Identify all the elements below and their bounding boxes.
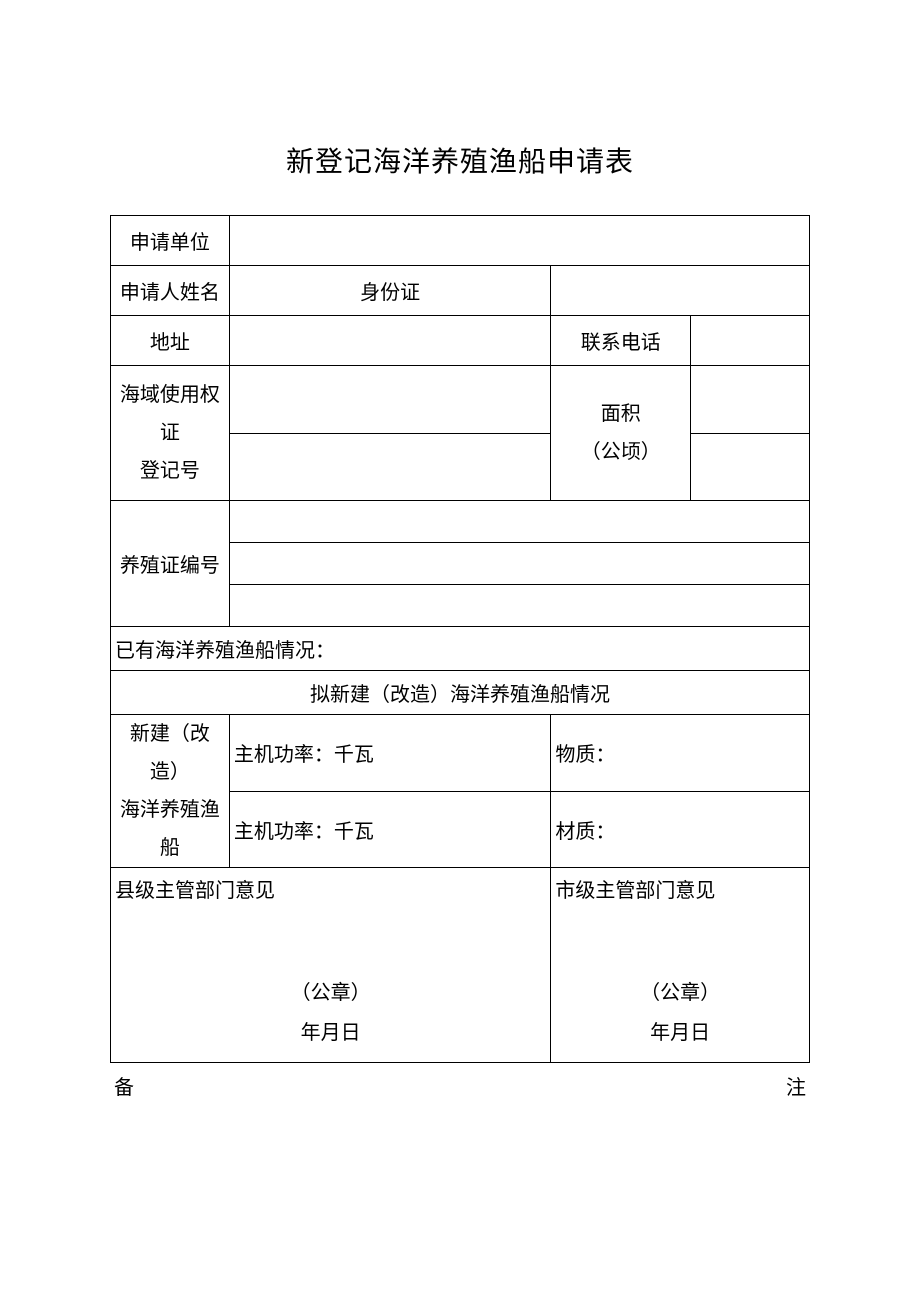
label-address: 地址 [111, 316, 230, 366]
label-applicant-unit: 申请单位 [111, 216, 230, 266]
label-area-line1: 面积 [601, 403, 641, 425]
row-applicant-unit: 申请单位 [111, 216, 810, 266]
value-sea-cert-1[interactable] [229, 366, 551, 434]
label-sea-area-cert-line1: 海域使用权证 [120, 384, 220, 444]
remark-right: 注 [786, 1071, 806, 1100]
cell-county-opinion[interactable]: 县级主管部门意见 （公章） 年月日 [111, 868, 551, 1063]
value-breeding-3[interactable] [229, 585, 809, 627]
label-county-seal: （公章） [291, 982, 371, 1004]
row-sea-cert-1: 海域使用权证 登记号 面积 （公顷） [111, 366, 810, 434]
remark-left: 备 [114, 1071, 134, 1100]
row-address: 地址 联系电话 [111, 316, 810, 366]
value-phone[interactable] [691, 316, 810, 366]
value-breeding-1[interactable] [229, 501, 809, 543]
value-address[interactable] [229, 316, 551, 366]
label-existing-situation: 已有海洋养殖渔船情况： [111, 627, 810, 671]
label-new-build: 新建（改造） 海洋养殖渔船 [111, 715, 230, 868]
label-phone: 联系电话 [551, 316, 691, 366]
label-city-opinion: 市级主管部门意见 [555, 874, 805, 903]
label-main-power-2: 主机功率：千瓦 [229, 791, 551, 868]
page-title: 新登记海洋养殖渔船申请表 [110, 140, 810, 180]
label-city-seal: （公章） [640, 982, 720, 1004]
label-city-date: 年月日 [650, 1022, 710, 1044]
value-sea-cert-2[interactable] [229, 433, 551, 501]
value-id-card[interactable] [551, 266, 810, 316]
footer-remark: 备 注 [110, 1071, 810, 1100]
label-new-build-line2: 海洋养殖渔船 [120, 799, 220, 859]
label-applicant-name: 申请人姓名 [111, 266, 230, 316]
label-area: 面积 （公顷） [551, 366, 691, 501]
value-area-1[interactable] [691, 366, 810, 434]
application-form-table: 申请单位 申请人姓名 身份证 地址 联系电话 海域使用权证 登记号 面积 （公顷… [110, 215, 810, 1063]
label-new-build-line1: 新建（改造） [130, 723, 210, 783]
cell-city-opinion[interactable]: 市级主管部门意见 （公章） 年月日 [551, 868, 810, 1063]
label-id-card: 身份证 [229, 266, 551, 316]
label-area-line2: （公顷） [581, 441, 661, 463]
label-substance: 物质： [551, 715, 810, 792]
row-department-opinions: 县级主管部门意见 （公章） 年月日 市级主管部门意见 （公章） 年月日 [111, 868, 810, 1063]
row-new-build-1: 新建（改造） 海洋养殖渔船 主机功率：千瓦 物质： [111, 715, 810, 792]
label-sea-area-cert: 海域使用权证 登记号 [111, 366, 230, 501]
label-material: 材质： [551, 791, 810, 868]
value-applicant-unit[interactable] [229, 216, 809, 266]
label-sea-area-cert-line2: 登记号 [140, 460, 200, 482]
label-county-date: 年月日 [301, 1022, 361, 1044]
row-applicant-name: 申请人姓名 身份证 [111, 266, 810, 316]
value-breeding-2[interactable] [229, 543, 809, 585]
label-county-opinion: 县级主管部门意见 [115, 874, 546, 903]
value-area-2[interactable] [691, 433, 810, 501]
label-proposed-situation: 拟新建（改造）海洋养殖渔船情况 [111, 671, 810, 715]
label-main-power-1: 主机功率：千瓦 [229, 715, 551, 792]
row-existing-situation: 已有海洋养殖渔船情况： [111, 627, 810, 671]
row-breeding-1: 养殖证编号 [111, 501, 810, 543]
row-proposed-situation: 拟新建（改造）海洋养殖渔船情况 [111, 671, 810, 715]
label-breeding-cert: 养殖证编号 [111, 501, 230, 627]
